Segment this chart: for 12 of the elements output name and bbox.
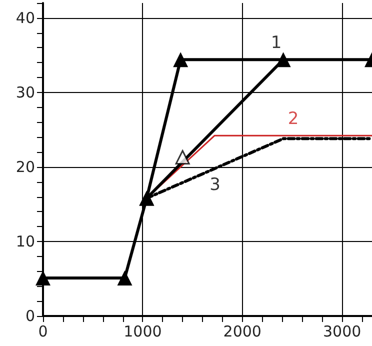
y-tick-label: 30 [16, 83, 35, 102]
series-label: 3 [210, 174, 220, 195]
x-tick-label: 2000 [223, 322, 262, 340]
y-tick-label: 20 [16, 158, 35, 176]
x-tick-label: 0 [38, 322, 48, 340]
y-tick-label: 40 [16, 8, 35, 27]
x-tick-label: 1000 [124, 322, 162, 340]
x-tick-label: 3000 [322, 322, 362, 340]
y-tick-label: 10 [16, 232, 35, 250]
series-label: 1 [270, 33, 282, 54]
series-label: 2 [288, 109, 299, 130]
y-tick-label: 0 [25, 307, 35, 325]
